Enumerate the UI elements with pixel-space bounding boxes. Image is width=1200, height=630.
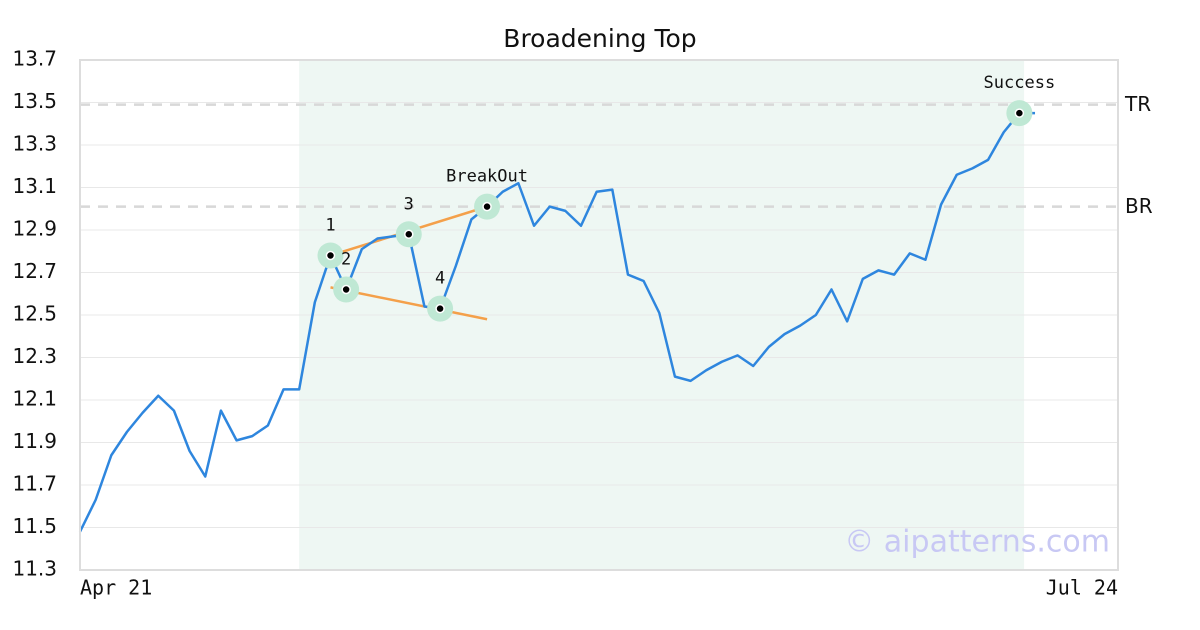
chart-title: Broadening Top <box>503 24 696 53</box>
y-tick-label: 12.5 <box>12 302 57 326</box>
point-label: Success <box>984 73 1056 93</box>
point-label: 1 <box>325 216 335 236</box>
level-label: TR <box>1124 92 1151 116</box>
point-label: BreakOut <box>446 167 528 187</box>
y-tick-label: 12.3 <box>12 344 57 368</box>
watermark: © aipatterns.com <box>844 525 1110 560</box>
plot-frame <box>79 59 1119 571</box>
point-dot <box>341 284 351 295</box>
y-tick-label: 11.5 <box>12 514 57 538</box>
y-tick-label: 11.7 <box>12 472 57 496</box>
point-dot <box>482 201 492 212</box>
point-dot <box>404 229 414 239</box>
y-tick-label: 11.3 <box>12 557 57 581</box>
x-axis-label: Apr 21 <box>80 576 152 600</box>
point-label: 4 <box>435 269 445 289</box>
point-dot <box>1014 108 1025 118</box>
y-tick-label: 13.1 <box>12 174 57 198</box>
point-dot <box>435 303 445 314</box>
point-dot <box>325 250 336 261</box>
y-tick-label: 13.3 <box>12 132 57 156</box>
y-tick-label: 13.5 <box>12 89 57 113</box>
level-label: BR <box>1125 194 1153 218</box>
point-label: 2 <box>341 250 351 270</box>
price-line <box>78 111 1036 533</box>
y-tick-label: 11.9 <box>12 429 57 453</box>
y-tick-label: 12.1 <box>12 387 57 411</box>
point-label: 3 <box>404 194 414 214</box>
y-tick-label: 12.7 <box>12 259 57 283</box>
x-axis-label: Jul 24 <box>1046 576 1118 600</box>
y-tick-label: 12.9 <box>12 217 57 241</box>
y-tick-label: 13.7 <box>12 47 57 71</box>
